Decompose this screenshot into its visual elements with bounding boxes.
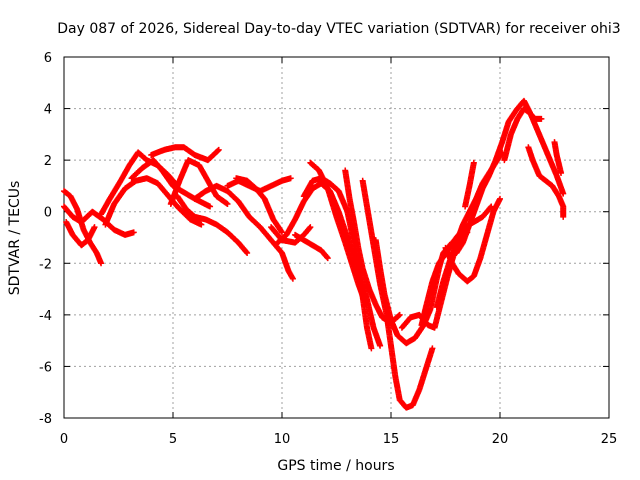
series-arc-16 (300, 175, 384, 349)
data-point (470, 159, 477, 166)
data-point (289, 275, 296, 282)
data-point (497, 195, 503, 202)
series-arc-07 (148, 144, 222, 164)
series-arc-18 (342, 167, 403, 326)
y-tick-label: -8 (39, 412, 52, 427)
y-tick-label: 0 (44, 206, 52, 221)
data-point (130, 229, 137, 236)
x-tick-label: 0 (60, 432, 68, 447)
series-arc-06 (128, 157, 214, 210)
x-axis-label: GPS time / hours (277, 458, 394, 474)
data-point (361, 298, 368, 305)
series-arc-28 (525, 144, 567, 220)
x-tick-label: 25 (601, 432, 618, 447)
data-series (61, 97, 567, 411)
data-point (307, 224, 314, 231)
data-point (558, 170, 565, 177)
data-point (287, 175, 294, 182)
x-tick-label: 20 (492, 432, 509, 447)
axis-ticks (63, 56, 610, 419)
series-arc-12 (233, 175, 285, 236)
series-arc-25 (453, 97, 567, 256)
series-arc-09 (174, 193, 251, 256)
data-point (98, 260, 105, 267)
y-axis-label: SDTVAR / TECUs (7, 181, 23, 296)
data-point (396, 311, 403, 318)
series-arc-05 (102, 175, 205, 228)
data-point (244, 249, 251, 256)
chart-title: Day 087 of 2026, Sidereal Day-to-day VTE… (57, 21, 620, 37)
y-tick-label: -2 (39, 257, 52, 272)
plot-frame (63, 56, 610, 419)
y-tick-label: 2 (44, 154, 52, 169)
x-tick-label: 10 (274, 432, 291, 447)
y-tick-label: 4 (44, 103, 52, 118)
data-point (560, 213, 567, 220)
data-point (198, 221, 205, 228)
y-tick-label: -6 (39, 360, 52, 375)
series-arc-15 (292, 231, 331, 262)
data-point (215, 146, 222, 153)
series-arc-17 (307, 159, 368, 305)
series-arc-24 (442, 195, 503, 285)
series-arc-27 (501, 105, 545, 164)
data-point (368, 345, 375, 352)
x-tick-label: 15 (383, 432, 400, 447)
x-tick-label: 5 (169, 432, 177, 447)
series-arc-26 (462, 159, 477, 210)
data-point (377, 342, 384, 349)
data-point (560, 190, 567, 197)
tick-labels: 0 5 10 15 20 25 -8 -6 -4 -2 0 2 4 6 (39, 51, 617, 447)
y-tick-label: 6 (44, 51, 52, 66)
series-arc-10 (191, 182, 296, 282)
data-point (538, 115, 545, 122)
data-point (324, 255, 331, 262)
data-point (224, 200, 231, 207)
data-point (207, 203, 214, 210)
series-arc-29 (551, 139, 565, 177)
series-arc-03 (63, 219, 98, 249)
data-point (91, 224, 98, 231)
data-point (429, 345, 436, 352)
data-point (279, 229, 285, 236)
y-tick-label: -4 (39, 309, 52, 324)
